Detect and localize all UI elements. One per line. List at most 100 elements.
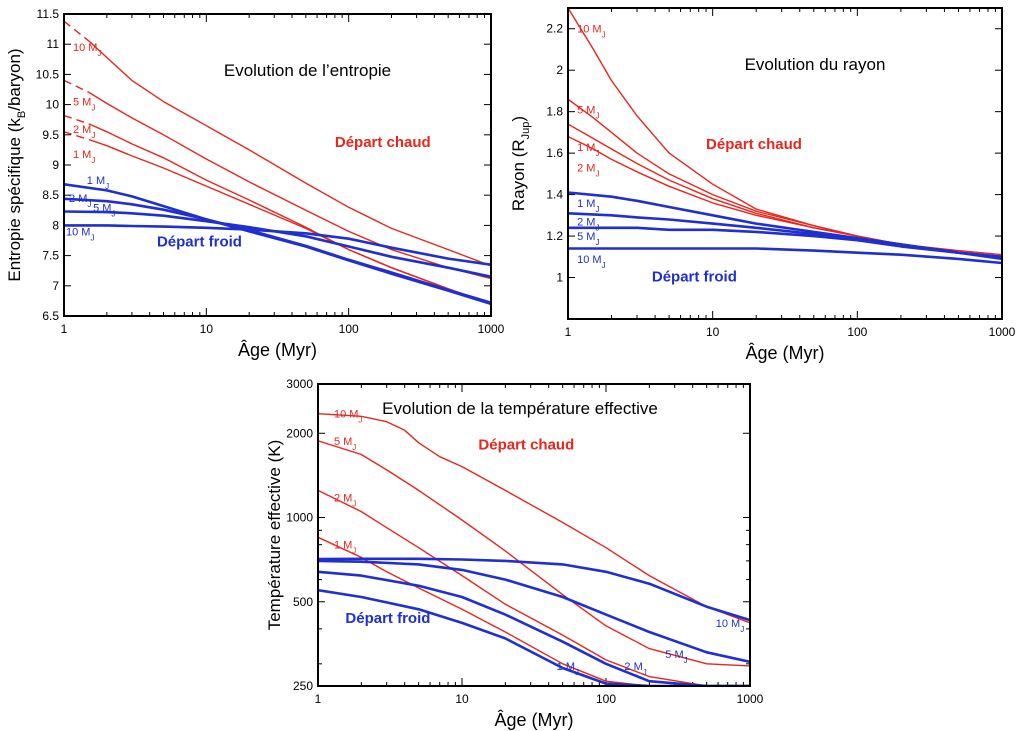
entropy-hot-start-annotation: Départ chaud bbox=[335, 134, 431, 151]
temperature-hot-series-line bbox=[318, 413, 750, 624]
radius-y-tick-label: 2.2 bbox=[546, 22, 563, 36]
temperature-x-tick-label: 1000 bbox=[737, 692, 764, 706]
radius-hot-series-label: 5 MJ bbox=[577, 105, 599, 121]
temperature-hot-series-label: 1 MJ bbox=[334, 540, 356, 556]
radius-cold-series-line bbox=[568, 226, 1002, 261]
temperature-x-tick-label: 1 bbox=[315, 692, 322, 706]
entropy-y-tick-label: 11 bbox=[47, 37, 60, 51]
radius-chart-title: Evolution du rayon bbox=[745, 55, 886, 74]
entropy-plot-frame bbox=[63, 13, 492, 317]
temperature-cold-series-label: 5 MJ bbox=[665, 649, 687, 665]
entropy-cold-start-annotation: Départ froid bbox=[157, 234, 242, 251]
radius-cold-series-label: 5 MJ bbox=[577, 231, 599, 247]
radius-hot-series-line bbox=[568, 135, 1002, 260]
entropy-y-tick-label: 9.5 bbox=[42, 128, 59, 142]
radius-y-tick-label: 1 bbox=[556, 271, 563, 285]
radius-x-tick-label: 1 bbox=[565, 325, 572, 339]
temperature-cold-series-label: 1 MJ bbox=[557, 661, 579, 677]
temperature-cold-series-line bbox=[318, 570, 750, 686]
entropy-x-axis-label: Âge (Myr) bbox=[238, 340, 317, 360]
temperature-x-axis-label: Âge (Myr) bbox=[494, 710, 573, 730]
radius-hot-series-label: 10 MJ bbox=[577, 24, 605, 40]
radius-plot-frame bbox=[567, 7, 1003, 320]
temperature-hot-series-line bbox=[318, 536, 750, 686]
radius-cold-series-line bbox=[568, 247, 1002, 265]
entropy-y-tick-label: 11.5 bbox=[37, 7, 60, 21]
temperature-y-tick-label: 2000 bbox=[286, 426, 313, 440]
entropy-y-axis-label: Entropie spécifique (kB/baryon) bbox=[5, 48, 28, 281]
temperature-y-tick-label: 500 bbox=[293, 595, 313, 609]
temperature-cold-series-label: 10 MJ bbox=[716, 618, 744, 634]
temperature-chart-title: Evolution de la température effective bbox=[382, 399, 658, 418]
entropy-x-tick-label: 1000 bbox=[478, 322, 505, 336]
radius-hot-series-label: 1 MJ bbox=[577, 142, 599, 158]
entropy-panel: 1 10 100 1000 6.5 7 7.5 8 8.5 9 9.5 10 10.5 11 11.5 10 … bbox=[5, 7, 505, 360]
entropy-y-tick-label: 7 bbox=[52, 279, 59, 293]
radius-y-tick-label: 1.8 bbox=[546, 105, 563, 119]
entropy-x-tick-label: 10 bbox=[200, 322, 214, 336]
radius-x-tick-label: 100 bbox=[847, 325, 867, 339]
radius-cold-series-line bbox=[568, 191, 1002, 259]
radius-cold-series-label: 2 MJ bbox=[577, 217, 599, 233]
entropy-cold-series-label: 1 MJ bbox=[87, 175, 109, 191]
temperature-plot-frame bbox=[317, 383, 751, 687]
temperature-hot-series-label: 2 MJ bbox=[334, 492, 356, 508]
radius-cold-series-label: 1 MJ bbox=[577, 198, 599, 214]
entropy-hot-series-label: 1 MJ bbox=[73, 149, 95, 165]
entropy-y-tick-label: 8.5 bbox=[42, 188, 59, 202]
entropy-cold-series-line bbox=[64, 183, 491, 306]
entropy-cold-series-label: 5 MJ bbox=[93, 202, 115, 218]
entropy-hot-series-line bbox=[88, 91, 491, 280]
temperature-hot-series-label: 5 MJ bbox=[334, 436, 356, 452]
radius-x-tick-label: 1000 bbox=[989, 325, 1016, 339]
temperature-hot-series-line bbox=[318, 440, 750, 667]
entropy-y-tick-label: 10 bbox=[46, 98, 60, 112]
temperature-cold-series-line bbox=[318, 559, 750, 664]
radius-y-axis-label: Rayon (RJup) bbox=[509, 116, 532, 211]
entropy-hot-series-label: 2 MJ bbox=[73, 124, 95, 140]
temperature-hot-start-annotation: Départ chaud bbox=[478, 437, 574, 454]
temperature-y-tick-label: 3000 bbox=[286, 377, 313, 391]
temperature-y-tick-label: 1000 bbox=[286, 511, 313, 525]
temperature-y-axis-label: Température effective (K) bbox=[265, 440, 284, 631]
temperature-y-tick-label: 250 bbox=[293, 679, 313, 693]
radius-y-tick-label: 1.2 bbox=[546, 229, 563, 243]
radius-x-tick-label: 10 bbox=[706, 325, 720, 339]
radius-hot-start-annotation: Départ chaud bbox=[706, 136, 802, 153]
entropy-x-tick-label: 1 bbox=[61, 322, 68, 336]
entropy-y-tick-label: 10.5 bbox=[36, 67, 60, 81]
entropy-hot-series-line-start bbox=[64, 114, 90, 125]
entropy-y-tick-label: 8 bbox=[52, 218, 59, 232]
radius-hot-series-label: 2 MJ bbox=[577, 163, 599, 179]
temperature-hot-series-label: 10 MJ bbox=[334, 409, 362, 425]
radius-y-tick-label: 1.6 bbox=[546, 146, 563, 160]
radius-x-axis-label: Âge (Myr) bbox=[745, 343, 824, 363]
temperature-x-tick-label: 10 bbox=[455, 692, 469, 706]
entropy-cold-series-line bbox=[64, 210, 491, 278]
entropy-chart-title: Evolution de l’entropie bbox=[224, 61, 391, 80]
temperature-panel: 1 10 100 1000 250 500 1000 2000 3000 10 MJ 5 MJ 2 M… bbox=[265, 377, 764, 730]
radius-cold-start-annotation: Départ froid bbox=[652, 269, 737, 286]
temperature-x-tick-label: 100 bbox=[596, 692, 616, 706]
entropy-hot-series-line bbox=[88, 138, 491, 305]
entropy-hot-series-line-start bbox=[64, 131, 90, 141]
temperature-cold-series-label: 2 MJ bbox=[624, 661, 646, 677]
entropy-x-tick-label: 100 bbox=[339, 322, 359, 336]
entropy-cold-series-label: 2 MJ bbox=[69, 193, 91, 209]
radius-y-tick-label: 2 bbox=[556, 63, 563, 77]
temperature-cold-series-line bbox=[318, 588, 750, 686]
entropy-hot-series-line-start bbox=[64, 79, 90, 94]
entropy-y-tick-label: 7.5 bbox=[42, 249, 59, 263]
radius-panel: 1 10 100 1000 1 1.2 1.4 1.6 1.8 2 2.2 10 MJ 5 MJ 1 MJ… bbox=[509, 7, 1016, 363]
temperature-cold-start-annotation: Départ froid bbox=[345, 610, 430, 627]
entropy-hot-series-line-start bbox=[64, 20, 90, 42]
entropy-hot-series-label: 5 MJ bbox=[73, 97, 95, 113]
entropy-y-tick-label: 6.5 bbox=[42, 309, 59, 323]
entropy-y-tick-label: 9 bbox=[52, 158, 59, 172]
radius-y-tick-label: 1.4 bbox=[546, 188, 563, 202]
temperature-cold-series-line bbox=[318, 557, 750, 622]
temperature-hot-series-line bbox=[318, 489, 750, 686]
entropy-cold-series-label: 10 MJ bbox=[66, 226, 94, 242]
entropy-cold-series-line bbox=[64, 224, 491, 266]
